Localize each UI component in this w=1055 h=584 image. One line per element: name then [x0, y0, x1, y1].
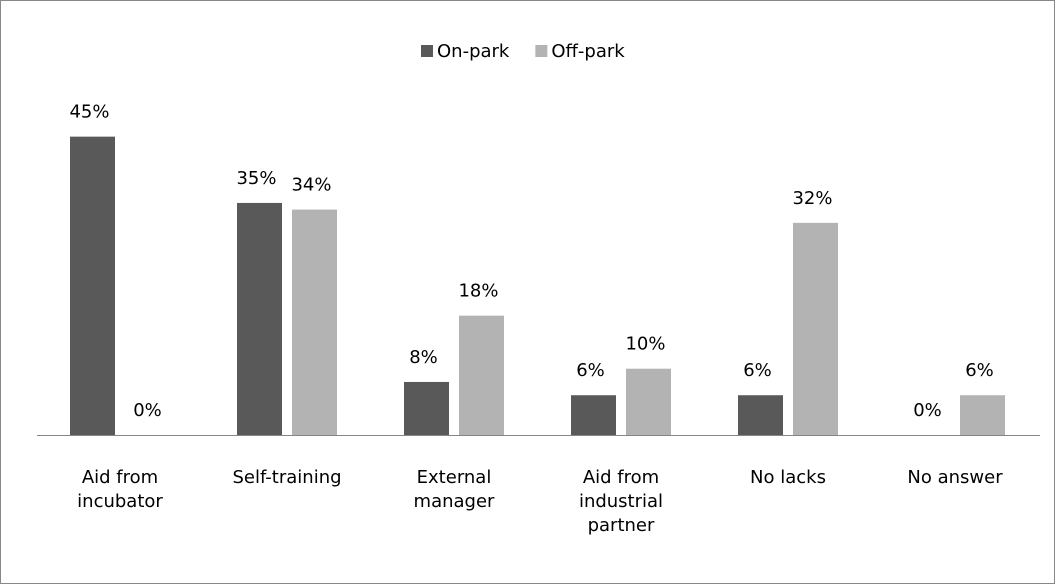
data-label: 0% — [913, 400, 942, 421]
x-tick-label: Self-training — [232, 467, 341, 488]
data-label: 34% — [291, 175, 331, 196]
legend-label: On-park — [437, 41, 510, 62]
legend-swatch — [421, 45, 433, 57]
legend-label: Off-park — [551, 41, 625, 62]
data-label: 32% — [792, 188, 832, 209]
bar — [292, 209, 337, 435]
bar — [793, 222, 838, 435]
legend-swatch — [535, 45, 548, 57]
bar — [70, 136, 115, 435]
data-label: 45% — [69, 102, 109, 123]
data-label: 6% — [743, 360, 772, 381]
data-label: 6% — [576, 360, 605, 381]
data-label: 35% — [236, 168, 276, 189]
x-tick-label: No answer — [907, 467, 1003, 488]
data-label: 6% — [965, 360, 994, 381]
data-label: 10% — [625, 334, 665, 355]
data-label: 0% — [133, 400, 162, 421]
bar — [404, 381, 449, 435]
bar — [571, 395, 616, 435]
data-label: 18% — [458, 281, 498, 302]
x-tick-label: Aid from industrial partner — [579, 467, 663, 536]
x-tick-label: Aid from incubator — [77, 467, 163, 512]
bar — [738, 395, 783, 435]
bar — [237, 202, 282, 435]
x-tick-label: No lacks — [750, 467, 826, 488]
bar — [960, 395, 1005, 435]
bar — [626, 368, 671, 435]
bar — [459, 315, 504, 435]
data-label: 8% — [409, 347, 438, 368]
x-tick-label: External manager — [414, 467, 496, 512]
